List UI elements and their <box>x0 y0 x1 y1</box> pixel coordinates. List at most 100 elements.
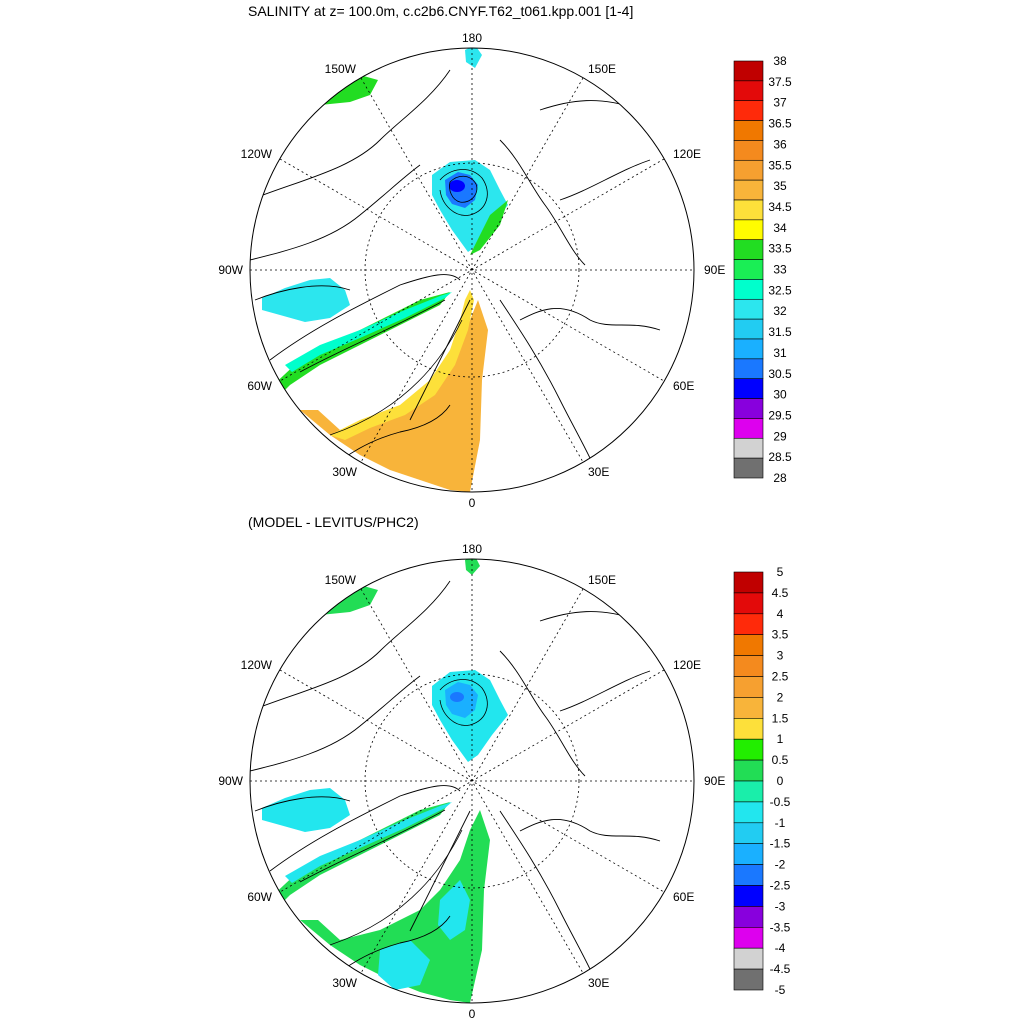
colorbar-label: 2.5 <box>772 670 789 684</box>
lon-label-30w: 30W <box>332 976 357 990</box>
colorbar-label: 35.5 <box>768 158 792 172</box>
coastline <box>499 100 661 481</box>
colorbar-label: 33.5 <box>768 242 792 256</box>
labrador-green-band <box>268 802 450 910</box>
colorbar-swatch <box>733 437 764 459</box>
lon-label-60w: 60W <box>247 379 272 393</box>
colorbar-swatch <box>733 398 764 419</box>
panel-salinity: SALINITY at z= 100.0m, c.c2b6.CNYF.T62_t… <box>218 3 792 510</box>
lon-label-30e: 30E <box>588 976 609 990</box>
lon-label-0: 0 <box>469 1007 476 1021</box>
lon-label-60w: 60W <box>247 890 272 904</box>
colorbar-label: -0.5 <box>770 795 791 809</box>
panel-difference: (MODEL - LEVITUS/PHC2) <box>218 514 790 1021</box>
colorbar-label: 32.5 <box>768 283 792 297</box>
polar-map-salinity <box>250 48 661 492</box>
colorbar-swatch <box>733 259 764 280</box>
lon-label-90e: 90E <box>704 774 725 788</box>
colorbar-swatch <box>733 199 764 221</box>
colorbar-swatch <box>733 906 764 928</box>
pacific-green-region <box>320 585 378 615</box>
colorbar-label: 3.5 <box>772 628 789 642</box>
colorbar-label: -2 <box>775 858 786 872</box>
panel-title-salinity: SALINITY at z= 100.0m, c.c2b6.CNYF.T62_t… <box>248 3 633 19</box>
panel-title-difference: (MODEL - LEVITUS/PHC2) <box>248 514 419 530</box>
colorbar-label: 1 <box>777 732 784 746</box>
coastline <box>499 611 661 992</box>
colorbar-label: 29.5 <box>768 408 792 422</box>
colorbar-label: 34.5 <box>768 200 792 214</box>
lon-label-180: 180 <box>462 542 482 556</box>
colorbar-label: -2.5 <box>770 879 791 893</box>
colorbar-swatch <box>733 120 764 141</box>
colorbar-label: -1.5 <box>770 837 791 851</box>
bering-cyan-region <box>465 48 482 68</box>
atlantic-orange-region <box>300 300 488 492</box>
atlantic-cyan-patches <box>378 880 470 990</box>
contour-line <box>299 809 446 883</box>
lon-label-120e: 120E <box>673 147 701 161</box>
colorbar-swatch <box>733 318 764 340</box>
colorbar-swatch <box>733 717 764 740</box>
colorbar-label: 0.5 <box>772 753 789 767</box>
colorbar-swatch <box>733 358 764 380</box>
colorbar-label: 37 <box>773 96 787 110</box>
colorbar-swatch <box>733 378 764 399</box>
colorbar-label: 38 <box>773 54 787 68</box>
colorbar-swatch <box>733 780 764 803</box>
contour-line <box>329 319 463 436</box>
lon-label-150w: 150W <box>325 573 357 587</box>
lon-label-90w: 90W <box>218 774 243 788</box>
lon-label-180: 180 <box>462 31 482 45</box>
colorbar-swatch <box>733 457 764 479</box>
colorbar-swatch <box>733 947 764 970</box>
hudson-cyan-region <box>262 278 350 322</box>
colorbar-difference: 5 4.5 4 3.5 3 2.5 2 1.5 1 0.5 0 -0.5 -1 -1.5 -2 -2.5 -3 -… <box>733 565 791 997</box>
labrador-cyan-band <box>285 292 452 372</box>
colorbar-swatch <box>733 885 764 907</box>
bering-green-region <box>465 559 480 575</box>
colorbar-swatch <box>733 738 764 761</box>
colorbar-swatch <box>733 613 764 635</box>
colorbar-label: -5 <box>775 983 786 997</box>
colorbar-swatch <box>733 239 764 260</box>
colorbar-swatch <box>733 968 764 991</box>
colorbar-label: 4 <box>777 607 784 621</box>
colorbar-swatch <box>733 926 764 949</box>
lon-label-60e: 60E <box>673 379 694 393</box>
colorbar-label: 37.5 <box>768 75 792 89</box>
colorbar-label: 35 <box>773 179 787 193</box>
colorbar-swatch <box>733 219 764 241</box>
lon-label-90w: 90W <box>218 263 243 277</box>
lon-label-120e: 120E <box>673 658 701 672</box>
labrador-green-band <box>268 292 450 400</box>
lon-label-60e: 60E <box>673 890 694 904</box>
colorbar-swatch <box>733 100 764 121</box>
contour-line <box>449 175 478 203</box>
lon-label-30e: 30E <box>588 465 609 479</box>
arctic-basin-cyan <box>432 160 508 252</box>
colorbar-swatch <box>733 822 764 844</box>
colorbar-swatch <box>733 801 764 824</box>
colorbar-swatch <box>733 279 764 300</box>
colorbar-label: 31.5 <box>768 325 792 339</box>
lon-label-150w: 150W <box>325 62 357 76</box>
graticule-salinity <box>249 47 695 493</box>
atlantic-yellow-region <box>330 290 474 440</box>
lon-labels-difference: 180 0 90W 90E 150W 120W 60W 30W 150E 120… <box>218 542 725 1021</box>
colorbar-swatch <box>733 571 764 594</box>
colorbar-label: 36 <box>773 137 787 151</box>
colorbar-label: -4 <box>775 941 786 955</box>
atlantic-green-region <box>300 810 490 1003</box>
colorbar-swatch <box>733 338 764 360</box>
arctic-basin-cyan <box>432 670 508 762</box>
colorbar-label: 1.5 <box>772 711 789 725</box>
colorbar-label: 28 <box>773 471 787 485</box>
colorbar-swatch <box>733 676 764 698</box>
colorbar-swatch <box>733 159 764 181</box>
colorbar-label: 34 <box>773 221 787 235</box>
colorbar-label: 30 <box>773 388 787 402</box>
lon-label-90e: 90E <box>704 263 725 277</box>
colorbar-label: -1 <box>775 816 786 830</box>
